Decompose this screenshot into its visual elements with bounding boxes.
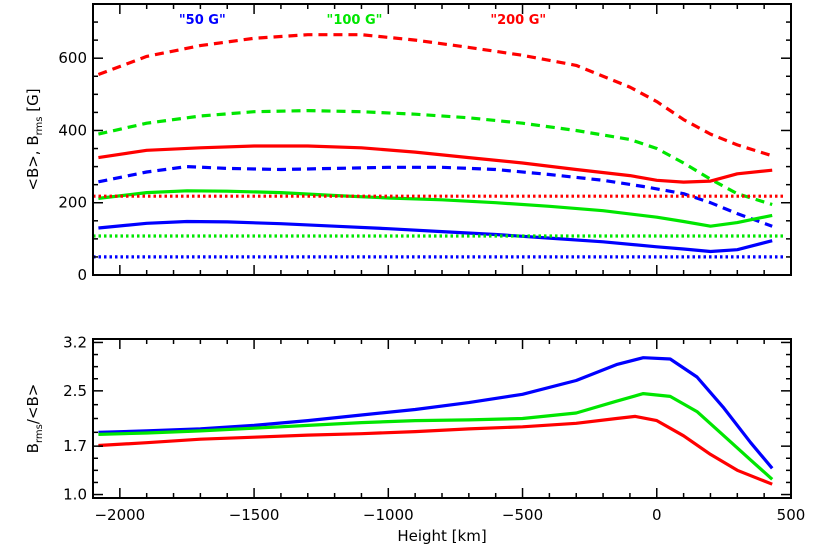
series-line-200-g-b- xyxy=(98,144,773,184)
x-tick-label: −1000 xyxy=(363,506,414,524)
y-tick-label: 600 xyxy=(58,49,87,67)
plot-frame xyxy=(92,338,792,499)
series-group xyxy=(98,356,774,486)
x-tick-label: 500 xyxy=(777,506,806,524)
x-axis-title: Height [km] xyxy=(397,527,486,545)
series-line-100-g-b- xyxy=(98,189,773,228)
y-axis-title: <B>, Brms [G] xyxy=(24,88,45,190)
top-panel: 0 200 400 600 <B>, Brms [G] "50 G" "100 G" "200… xyxy=(24,3,792,284)
series-line-200-g-b-rms xyxy=(97,33,773,158)
y-tick-label: 200 xyxy=(58,194,87,212)
legend-label: "50 G" xyxy=(179,13,226,28)
series-line-100-g xyxy=(98,392,774,481)
y-tick-label: 3.2 xyxy=(63,333,87,351)
y-tick-label: 400 xyxy=(58,121,87,139)
x-tick-label: −500 xyxy=(502,506,543,524)
y-tick-label: 2.5 xyxy=(63,382,87,400)
bottom-panel: 1.0 1.7 2.5 3.2 −2000 −1500 −1000 −500 0 500 Heigh… xyxy=(24,333,805,545)
x-tick-label: 0 xyxy=(652,506,662,524)
series-line-200-g xyxy=(98,414,773,486)
series-line-50-g-b- xyxy=(98,219,773,254)
y-tick-label: 1.0 xyxy=(63,486,87,504)
series-line-50-g-b-rms xyxy=(98,165,773,228)
legend-label: "100 G" xyxy=(327,13,383,28)
series-line-50-g xyxy=(98,356,774,470)
y-tick-label: 0 xyxy=(77,266,87,284)
legend-label: "200 G" xyxy=(490,13,546,28)
x-tick-label: −2000 xyxy=(94,506,145,524)
series-group xyxy=(93,33,786,259)
y-tick-label: 1.7 xyxy=(63,437,87,455)
x-tick-label: −1500 xyxy=(229,506,280,524)
y-axis-title: Brms/<B> xyxy=(24,384,45,454)
